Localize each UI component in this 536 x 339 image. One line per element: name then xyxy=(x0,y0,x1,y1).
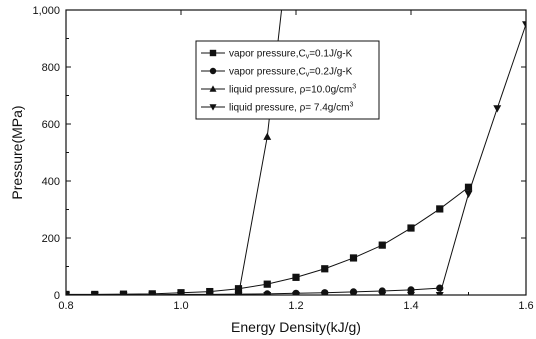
series-4-point xyxy=(320,291,329,295)
legend-marker-3 xyxy=(209,85,217,92)
legend-label-2: vapor pressure,Cv=0.2J/g-K xyxy=(229,67,353,79)
series-1-point xyxy=(378,241,386,249)
series-4-point xyxy=(464,190,473,198)
series-1-point xyxy=(321,265,329,273)
series-1-point xyxy=(436,205,444,213)
series-4-point xyxy=(407,291,415,295)
series-4-point xyxy=(119,291,128,295)
x-tick-label: 1.4 xyxy=(403,300,418,312)
legend: vapor pressure,Cv=0.1J/g-K vapor pressure… xyxy=(195,40,380,120)
y-tick-label: 0 xyxy=(54,290,60,302)
series-1-point xyxy=(292,273,300,281)
x-tick-label: 0.8 xyxy=(58,300,73,312)
series-4-point xyxy=(148,291,157,295)
series-1-point xyxy=(349,254,358,262)
y-tick-label: 200 xyxy=(42,233,60,245)
y-tick-label: 800 xyxy=(42,62,60,74)
x-tick-label: 1.6 xyxy=(518,300,533,312)
legend-marker-2 xyxy=(209,67,217,75)
series-1-point xyxy=(234,285,243,293)
y-axis-label: Pressure(MPa) xyxy=(9,105,25,199)
series-1-point xyxy=(407,224,415,232)
series-4-point xyxy=(522,21,526,29)
series-4-point xyxy=(66,291,70,295)
legend-label-1: vapor pressure,Cv=0.1J/g-K xyxy=(229,49,353,61)
series-4-point xyxy=(234,291,243,295)
y-tick-label: 400 xyxy=(42,176,60,188)
series-2-point xyxy=(407,286,415,294)
legend-box xyxy=(195,40,380,120)
series-4-point xyxy=(90,291,99,295)
y-tick-label: 600 xyxy=(42,119,60,131)
series-4-point xyxy=(263,291,272,295)
legend-label-3: liquid pressure, ρ=10.0g/cm3 xyxy=(229,84,356,96)
series-3-point xyxy=(263,132,272,140)
series-line-4 xyxy=(66,24,526,295)
legend-marker-4 xyxy=(209,104,217,111)
series-line-3 xyxy=(66,10,283,295)
series-2-point xyxy=(436,284,444,292)
marker-layer xyxy=(66,21,526,295)
series-4-point xyxy=(292,291,300,295)
legend-marker-1 xyxy=(209,49,217,57)
legend-label-4: liquid pressure, ρ= 7.4g/cm3 xyxy=(229,102,353,114)
series-4-point xyxy=(435,291,444,295)
x-tick-label: 1.0 xyxy=(173,300,188,312)
series-1-point xyxy=(263,280,271,288)
series-4-point xyxy=(378,291,387,295)
series-1-point xyxy=(464,183,473,191)
x-axis-label: Energy Density(kJ/g) xyxy=(231,319,361,335)
series-4-point xyxy=(205,291,214,295)
series-4-point xyxy=(349,291,358,295)
x-tick-label: 1.2 xyxy=(288,300,303,312)
series-4-point xyxy=(493,105,502,113)
series-line-1 xyxy=(66,186,469,295)
y-tick-label: 1,000 xyxy=(32,5,60,17)
series-4-point xyxy=(177,291,185,295)
